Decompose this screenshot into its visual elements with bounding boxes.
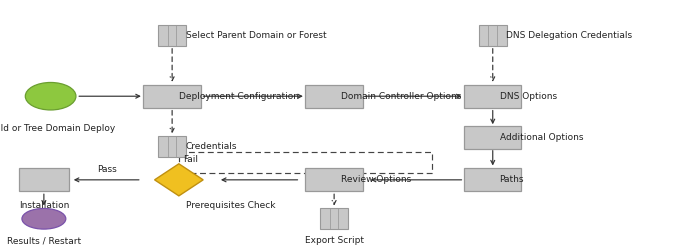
FancyBboxPatch shape	[143, 85, 201, 108]
Text: Installation: Installation	[19, 201, 69, 209]
Text: Export Script: Export Script	[304, 236, 364, 245]
Text: Select Parent Domain or Forest: Select Parent Domain or Forest	[186, 31, 326, 40]
FancyBboxPatch shape	[464, 85, 521, 108]
Text: Domain Controller Options: Domain Controller Options	[341, 92, 461, 101]
FancyBboxPatch shape	[305, 168, 363, 191]
Text: Fail: Fail	[184, 155, 198, 164]
Polygon shape	[155, 164, 203, 196]
Text: Deployment Configuration: Deployment Configuration	[179, 92, 299, 101]
Text: Paths: Paths	[500, 175, 524, 184]
Text: Review Options: Review Options	[341, 175, 411, 184]
Ellipse shape	[22, 208, 65, 229]
Text: Additional Options: Additional Options	[500, 133, 583, 142]
Ellipse shape	[26, 82, 76, 110]
Text: Child or Tree Domain Deploy: Child or Tree Domain Deploy	[0, 124, 115, 133]
FancyBboxPatch shape	[158, 25, 186, 46]
FancyBboxPatch shape	[479, 25, 507, 46]
Text: Prerequisites Check: Prerequisites Check	[186, 201, 275, 209]
Text: Pass: Pass	[97, 165, 117, 174]
Text: Results / Restart: Results / Restart	[7, 236, 81, 245]
Text: DNS Options: DNS Options	[500, 92, 557, 101]
FancyBboxPatch shape	[320, 208, 348, 229]
FancyBboxPatch shape	[464, 126, 521, 149]
Text: DNS Delegation Credentials: DNS Delegation Credentials	[506, 31, 632, 40]
Text: Credentials: Credentials	[186, 142, 237, 151]
FancyBboxPatch shape	[158, 136, 186, 157]
FancyBboxPatch shape	[464, 168, 521, 191]
FancyBboxPatch shape	[305, 85, 363, 108]
FancyBboxPatch shape	[19, 168, 69, 191]
